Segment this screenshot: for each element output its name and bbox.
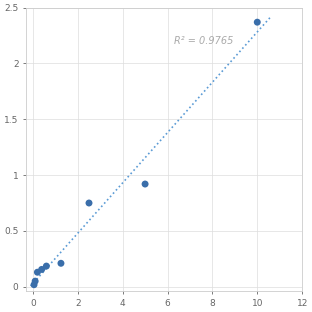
Point [35, 270, 40, 275]
Point [143, 182, 148, 187]
Point [44, 264, 49, 269]
Point [58, 261, 63, 266]
Point [86, 201, 91, 206]
Point [32, 282, 37, 287]
Point [39, 267, 44, 272]
Text: R² = 0.9765: R² = 0.9765 [174, 36, 234, 46]
Point [33, 279, 38, 284]
Point [255, 20, 260, 25]
